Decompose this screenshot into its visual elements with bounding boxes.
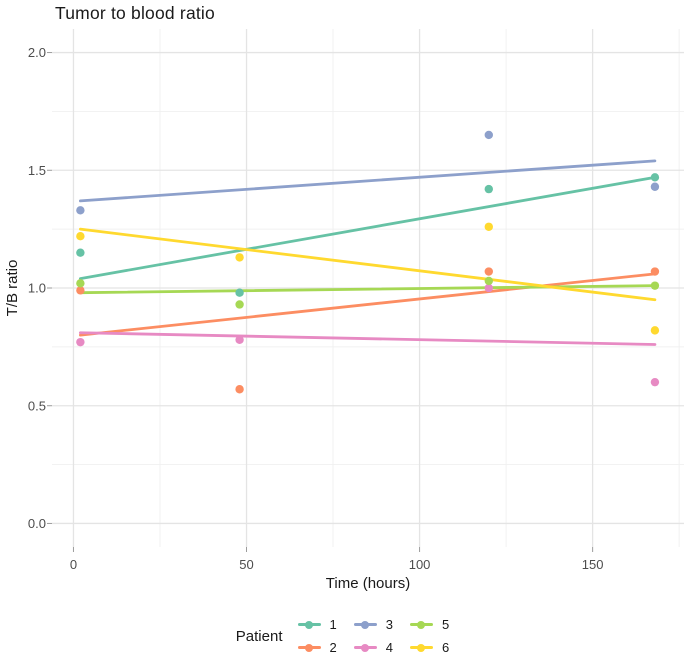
legend-key-icon	[353, 643, 377, 652]
data-point-patient-4	[484, 283, 493, 293]
trend-line-patient-4	[78, 331, 657, 346]
legend-key-dot-icon	[417, 643, 426, 652]
trend-line-patient-3	[78, 159, 657, 203]
legend-key-icon	[297, 620, 321, 629]
legend-item-label: 6	[441, 640, 450, 655]
data-point-patient-2	[484, 267, 493, 276]
y-tick-label: 0.5	[28, 398, 46, 413]
data-point-patient-4	[76, 337, 85, 347]
legend-item-3: 3	[353, 617, 393, 632]
legend-entries: 1 2 3 4 5 6	[297, 617, 450, 655]
legend-item-1: 1	[297, 617, 337, 632]
data-point-patient-1	[650, 173, 660, 182]
legend-key-dot-icon	[361, 643, 370, 652]
x-axis-title: Time (hours)	[326, 575, 410, 592]
legend: Patient 1 2 3 4 5 6	[0, 617, 685, 655]
legend-key-icon	[353, 620, 377, 629]
legend-item-label: 3	[385, 617, 393, 632]
y-tick-label: 2.0	[28, 45, 46, 60]
y-tick-label: 1.5	[28, 163, 46, 178]
legend-key-dot-icon	[305, 620, 313, 629]
legend-item-label: 4	[385, 640, 393, 655]
x-tick-label: 50	[239, 557, 253, 572]
trend-line-patient-2	[78, 272, 657, 337]
legend-key-icon	[409, 643, 433, 652]
legend-title: Patient	[235, 627, 283, 645]
legend-item-2: 2	[297, 640, 337, 655]
data-point-patient-4	[235, 335, 244, 344]
y-axis-title: T/B ratio	[4, 260, 21, 317]
data-point-patient-1	[235, 288, 244, 297]
data-point-patient-2	[235, 385, 244, 394]
data-point-patient-1	[76, 248, 85, 257]
legend-key-icon	[297, 643, 321, 652]
data-point-patient-5	[76, 279, 85, 288]
data-point-patient-6	[235, 253, 244, 262]
legend-item-5: 5	[409, 617, 450, 632]
x-tick-label: 150	[582, 557, 604, 572]
data-point-patient-4	[650, 377, 660, 387]
data-point-patient-5	[650, 281, 660, 290]
data-point-patient-3	[650, 182, 660, 191]
legend-item-label: 5	[441, 617, 450, 632]
data-point-patient-6	[650, 326, 660, 335]
data-point-patient-2	[650, 267, 660, 276]
data-points	[76, 130, 660, 394]
plot-title: Tumor to blood ratio	[55, 3, 215, 23]
legend-item-4: 4	[353, 640, 393, 655]
data-point-patient-5	[484, 276, 493, 286]
data-point-patient-1	[484, 184, 493, 194]
legend-key-dot-icon	[361, 620, 370, 629]
data-point-patient-2	[76, 286, 85, 295]
axis-tick-marks	[47, 52, 594, 552]
legend-key-dot-icon	[305, 643, 313, 652]
x-tick-label: 0	[70, 557, 77, 572]
data-point-patient-5	[235, 300, 244, 309]
axis-tick-labels: 0 50 100 150 0.0 0.5 1.0 1.5 2.0	[28, 45, 604, 572]
data-point-patient-6	[76, 232, 85, 241]
grid-major-lines	[52, 29, 684, 547]
legend-item-label: 1	[329, 617, 337, 632]
y-tick-label: 0.0	[28, 516, 46, 531]
chart-canvas: 0 50 100 150 0.0 0.5 1.0 1.5 2.0 Time (hours) T/…	[4, 29, 684, 592]
data-point-patient-3	[484, 130, 493, 140]
y-tick-label: 1.0	[28, 281, 46, 296]
legend-key-icon	[409, 620, 433, 629]
trend-line-patient-1	[78, 175, 657, 280]
legend-item-label: 2	[329, 640, 337, 655]
legend-key-dot-icon	[417, 620, 426, 629]
trend-line-patient-6	[78, 227, 657, 302]
data-point-patient-3	[76, 206, 85, 215]
data-point-patient-6	[484, 222, 493, 231]
trend-lines	[78, 159, 657, 346]
legend-item-6: 6	[409, 640, 450, 655]
x-tick-label: 100	[409, 557, 431, 572]
